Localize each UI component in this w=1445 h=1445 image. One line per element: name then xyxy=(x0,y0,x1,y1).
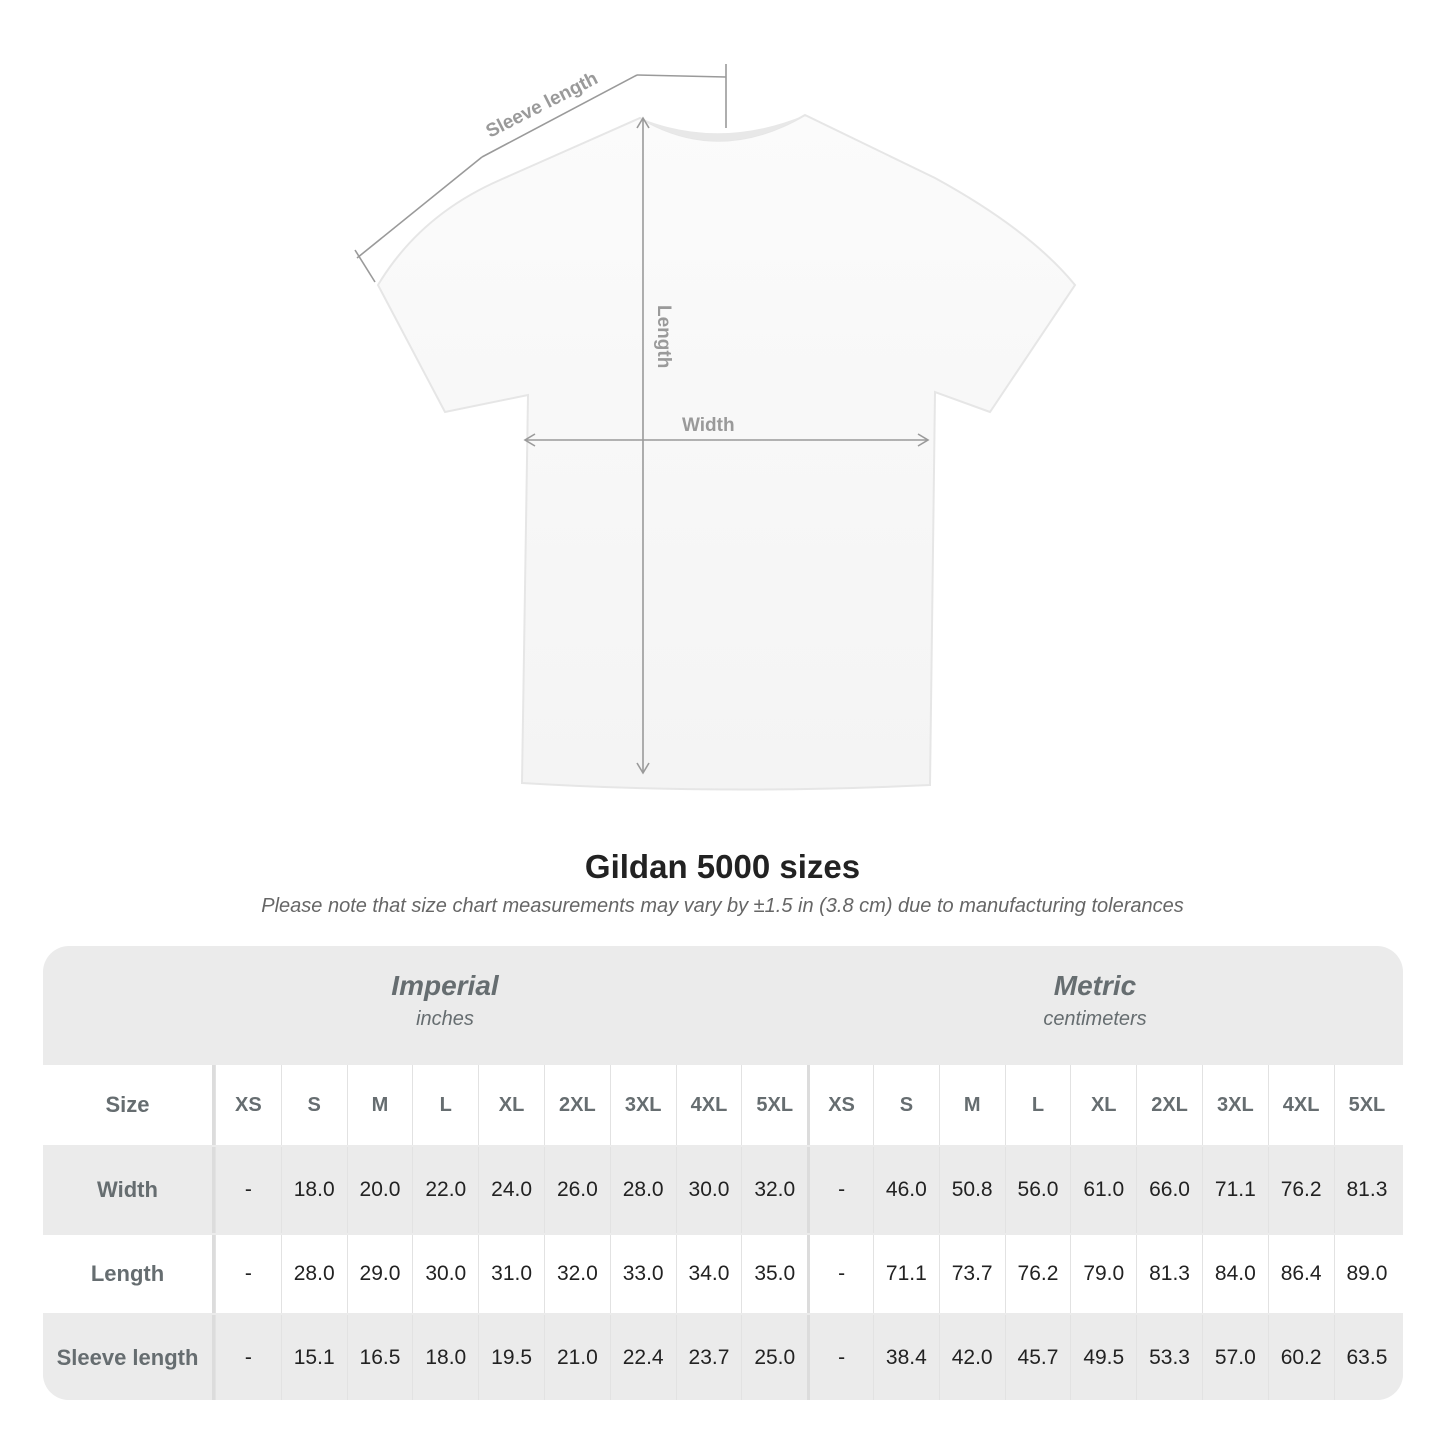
metric-value-cell: 57.0 xyxy=(1201,1315,1268,1400)
imperial-value-cell: 19.5 xyxy=(478,1315,544,1400)
metric-value-cell: 81.3 xyxy=(1136,1235,1202,1313)
metric-size-header: 5XL xyxy=(1333,1065,1400,1145)
imperial-size-header: 3XL xyxy=(609,1065,676,1145)
metric-value-cell: 84.0 xyxy=(1201,1235,1268,1313)
imperial-value-cell: 15.1 xyxy=(280,1315,347,1400)
imperial-value-cell: 30.0 xyxy=(675,1147,742,1233)
imperial-size-header: XS xyxy=(215,1065,281,1145)
table-row: Width -18.0 20.0 22.0 24.0 26.0 28.0 30.0 32.0-4… xyxy=(43,1147,1403,1233)
imperial-value-cell: 22.0 xyxy=(412,1147,478,1233)
imperial-value-cell: - xyxy=(215,1315,281,1400)
imperial-value-cell: 28.0 xyxy=(609,1147,676,1233)
metric-size-header: 4XL xyxy=(1267,1065,1334,1145)
imperial-size-header: 5XL xyxy=(741,1065,807,1145)
metric-value-cell: 86.4 xyxy=(1267,1235,1334,1313)
metric-value-cell: 79.0 xyxy=(1070,1235,1136,1313)
row-label: Length xyxy=(43,1235,215,1313)
imperial-value-cell: 29.0 xyxy=(346,1235,413,1313)
imperial-value-cell: 16.5 xyxy=(346,1315,413,1400)
metric-unit: centimeters xyxy=(1043,1008,1147,1030)
metric-value-cell: 60.2 xyxy=(1267,1315,1334,1400)
imperial-title: Imperial xyxy=(391,970,499,1001)
row-label: Size xyxy=(43,1065,215,1145)
page-title: Gildan 5000 sizes xyxy=(584,848,861,885)
imperial-value-cell: 18.0 xyxy=(280,1147,347,1233)
metric-size-header: 3XL xyxy=(1201,1065,1268,1145)
imperial-value-cell: 20.0 xyxy=(346,1147,413,1233)
imperial-size-header: M xyxy=(346,1065,413,1145)
metric-value-cell: 76.2 xyxy=(1004,1235,1071,1313)
metric-value-cell: 38.4 xyxy=(872,1315,939,1400)
metric-value-cell: - xyxy=(807,1315,873,1400)
metric-size-header: XS xyxy=(807,1065,873,1145)
imperial-value-cell: 28.0 xyxy=(280,1235,347,1313)
imperial-value-cell: 34.0 xyxy=(675,1235,742,1313)
imperial-size-header: 4XL xyxy=(675,1065,742,1145)
metric-value-cell: 49.5 xyxy=(1070,1315,1136,1400)
metric-value-cell: 73.7 xyxy=(938,1235,1005,1313)
metric-value-cell: 71.1 xyxy=(872,1235,939,1313)
imperial-value-cell: 35.0 xyxy=(741,1235,807,1313)
metric-size-header: S xyxy=(872,1065,939,1145)
metric-value-cell: 89.0 xyxy=(1333,1235,1400,1313)
imperial-value-cell: 33.0 xyxy=(609,1235,676,1313)
imperial-value-cell: 32.0 xyxy=(741,1147,807,1233)
imperial-value-cell: - xyxy=(215,1235,281,1313)
imperial-value-cell: 23.7 xyxy=(675,1315,742,1400)
metric-group-header: Metric centimeters xyxy=(865,946,1325,1063)
metric-size-header: L xyxy=(1004,1065,1071,1145)
metric-value-cell: 46.0 xyxy=(872,1147,939,1233)
metric-title: Metric xyxy=(1053,970,1137,1001)
metric-size-header: 2XL xyxy=(1136,1065,1202,1145)
row-label: Width xyxy=(43,1147,215,1233)
metric-value-cell: - xyxy=(807,1235,873,1313)
metric-value-cell: 71.1 xyxy=(1201,1147,1268,1233)
tolerance-note: Please note that size chart measurements… xyxy=(261,895,1184,917)
width-label: Width xyxy=(682,415,735,436)
metric-value-cell: 56.0 xyxy=(1004,1147,1071,1233)
imperial-value-cell: 26.0 xyxy=(543,1147,610,1233)
sleeve-length-label: Sleeve length xyxy=(483,68,602,142)
table-row: Sleeve length -15.1 16.5 18.0 19.5 21.0 22.4 23… xyxy=(43,1315,1403,1400)
metric-value-cell: 42.0 xyxy=(938,1315,1005,1400)
metric-value-cell: 61.0 xyxy=(1070,1147,1136,1233)
imperial-value-cell: - xyxy=(215,1147,281,1233)
imperial-value-cell: 21.0 xyxy=(543,1315,610,1400)
imperial-value-cell: 25.0 xyxy=(741,1315,807,1400)
sleeve-measure-line xyxy=(356,156,483,259)
metric-value-cell: 50.8 xyxy=(938,1147,1005,1233)
metric-value-cell: 81.3 xyxy=(1333,1147,1400,1233)
imperial-value-cell: 24.0 xyxy=(478,1147,544,1233)
imperial-size-header: 2XL xyxy=(543,1065,610,1145)
metric-value-cell: 63.5 xyxy=(1333,1315,1400,1400)
imperial-unit: inches xyxy=(416,1008,474,1030)
length-label: Length xyxy=(653,305,674,368)
table-row: Length -28.0 29.0 30.0 31.0 32.0 33.0 34.0 35.0-… xyxy=(43,1235,1403,1313)
imperial-value-cell: 30.0 xyxy=(412,1235,478,1313)
tshirt-shape xyxy=(376,113,1077,791)
metric-value-cell: 66.0 xyxy=(1136,1147,1202,1233)
imperial-value-cell: 18.0 xyxy=(412,1315,478,1400)
size-table: Imperial inches Metric centimeters Size X… xyxy=(43,946,1403,1400)
row-label: Sleeve length xyxy=(43,1315,215,1400)
imperial-value-cell: 31.0 xyxy=(478,1235,544,1313)
imperial-group-header: Imperial inches xyxy=(215,946,675,1063)
metric-value-cell: 53.3 xyxy=(1136,1315,1202,1400)
imperial-size-header: S xyxy=(280,1065,347,1145)
metric-size-header: XL xyxy=(1070,1065,1136,1145)
metric-value-cell: - xyxy=(807,1147,873,1233)
imperial-value-cell: 32.0 xyxy=(543,1235,610,1313)
tshirt-diagram: Sleeve length Length Width xyxy=(354,64,1077,791)
metric-value-cell: 76.2 xyxy=(1267,1147,1334,1233)
imperial-size-header: XL xyxy=(478,1065,544,1145)
metric-value-cell: 45.7 xyxy=(1004,1315,1071,1400)
size-header-row: Size XS S M L XL 2XL 3XL 4XL 5XL XS S M L XL 2XL 3XL 4XL 5… xyxy=(43,1065,1403,1145)
metric-size-header: M xyxy=(938,1065,1005,1145)
imperial-value-cell: 22.4 xyxy=(609,1315,676,1400)
imperial-size-header: L xyxy=(412,1065,478,1145)
